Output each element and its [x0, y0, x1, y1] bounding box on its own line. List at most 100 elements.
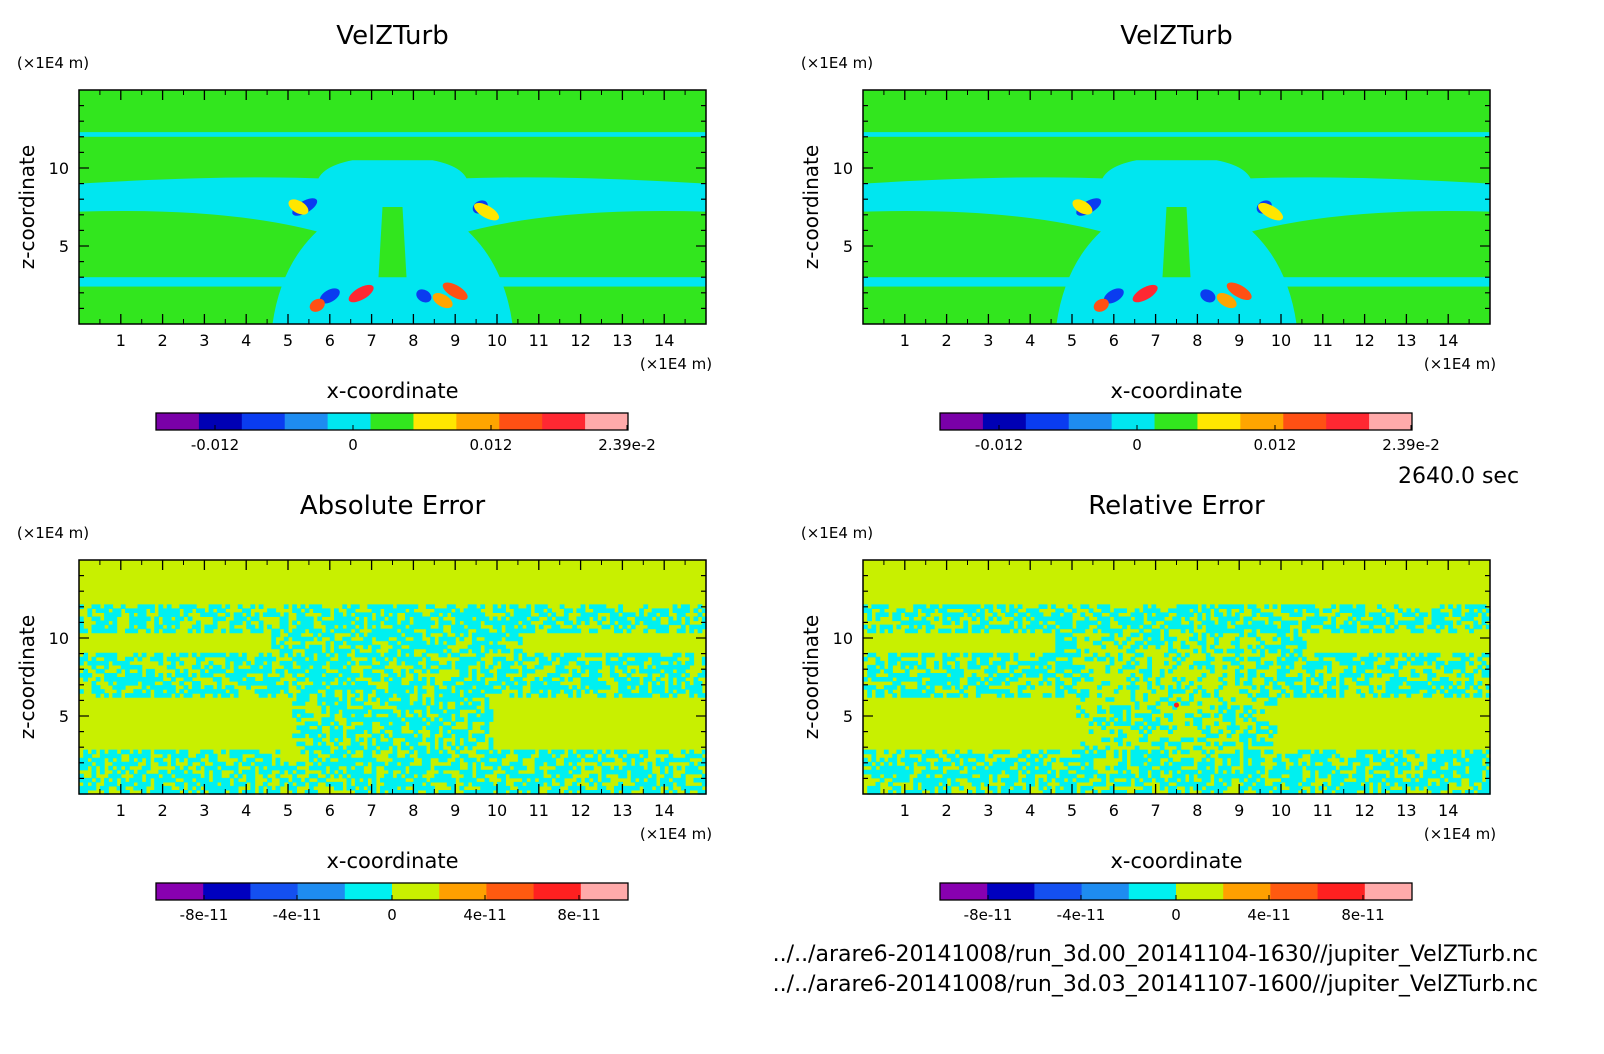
x-tick-label: 6	[325, 331, 335, 350]
y-tick-label: 10	[833, 159, 853, 178]
x-unit-label: (×1E4 m)	[1424, 825, 1496, 843]
field-plot	[862, 89, 1491, 325]
x-unit-label: (×1E4 m)	[1424, 355, 1496, 373]
x-tick-label: 3	[199, 801, 209, 820]
error-speckle	[863, 604, 1491, 795]
colorbar-tick-label: 0.012	[470, 436, 513, 454]
colorbar-swatch	[156, 883, 204, 900]
x-tick-label: 3	[983, 331, 993, 350]
colorbar-swatch	[344, 883, 393, 900]
colorbar-swatch	[585, 413, 629, 430]
x-tick-label: 4	[241, 801, 251, 820]
vortex-blob	[442, 282, 468, 300]
vortex-blob	[1200, 289, 1216, 303]
colorbar-swatch	[327, 413, 372, 430]
y-tick-label: 10	[49, 629, 69, 648]
x-tick-label: 4	[241, 331, 251, 350]
x-tick-label: 7	[367, 801, 377, 820]
colorbar-swatch	[1034, 883, 1083, 900]
x-unit-label: (×1E4 m)	[640, 355, 712, 373]
colorbar-swatch	[1128, 883, 1177, 900]
x-tick-label: 13	[612, 801, 632, 820]
y-axis-label: z-coordinate	[799, 615, 823, 739]
colorbar-tick-label: -0.012	[191, 436, 239, 454]
x-tick-label: 3	[983, 801, 993, 820]
colorbar-tick-label: 8e-11	[1341, 906, 1384, 924]
colorbar-frame	[939, 412, 1413, 431]
x-tick-label: 14	[1438, 801, 1458, 820]
colorbar-swatch	[1283, 413, 1327, 430]
colorbar-swatch	[284, 413, 329, 430]
x-axis-label: x-coordinate	[326, 849, 458, 873]
colorbar-swatch	[1326, 413, 1370, 430]
colorbar-swatch	[542, 413, 586, 430]
x-tick-label: 9	[1234, 801, 1244, 820]
x-tick-label: 6	[1109, 801, 1119, 820]
colorbar-swatch	[1111, 413, 1156, 430]
x-tick-label: 4	[1025, 801, 1035, 820]
x-tick-label: 11	[1313, 331, 1333, 350]
x-tick-label: 1	[900, 801, 910, 820]
y-unit-label: (×1E4 m)	[801, 54, 873, 72]
error-hotspot	[1174, 702, 1179, 708]
x-tick-label: 13	[1396, 331, 1416, 350]
x-tick-label: 2	[942, 801, 952, 820]
colorbar: -8e-11 -4e-11 0 4e-11 8e-11	[155, 882, 629, 924]
vortex-blob	[1258, 202, 1284, 221]
x-tick-label: 5	[283, 801, 293, 820]
colorbar-swatch	[1369, 413, 1413, 430]
colorbar-swatch	[1270, 883, 1319, 900]
y-tick-label: 5	[59, 707, 69, 726]
x-tick-label: 7	[367, 331, 377, 350]
vortex-blob	[1093, 298, 1109, 312]
colorbar-swatch	[580, 883, 629, 900]
colorbar-tick-label: 2.39e-2	[1382, 436, 1440, 454]
colorbar-tick-label: -8e-11	[180, 906, 229, 924]
x-tick-label: 2	[158, 801, 168, 820]
x-tick-label: 6	[1109, 331, 1119, 350]
colorbar-swatch	[533, 883, 582, 900]
y-tick-label: 5	[59, 237, 69, 256]
x-tick-label: 9	[1234, 331, 1244, 350]
vortex-blob	[348, 284, 374, 303]
x-tick-label: 4	[1025, 331, 1035, 350]
x-tick-label: 10	[487, 801, 507, 820]
x-tick-label: 13	[1396, 801, 1416, 820]
x-tick-label: 12	[1354, 331, 1374, 350]
y-tick-label: 5	[843, 707, 853, 726]
plume-stem	[1162, 207, 1191, 278]
vortex-blob	[474, 202, 500, 221]
vortex-blob	[416, 289, 432, 303]
x-tick-label: 1	[900, 331, 910, 350]
x-tick-label: 8	[408, 331, 418, 350]
colorbar-tick-label: 0	[1171, 906, 1181, 924]
colorbar-swatch	[1223, 883, 1271, 900]
colorbar-tick-label: -0.012	[975, 436, 1023, 454]
vortex-blob	[432, 293, 453, 309]
colorbar-tick-label: 0.012	[1254, 436, 1297, 454]
colorbar: -8e-11 -4e-11 0 4e-11 8e-11	[939, 882, 1413, 924]
colorbar-tick-label: -4e-11	[273, 906, 322, 924]
x-axis-label: x-coordinate	[1110, 849, 1242, 873]
y-unit-label: (×1E4 m)	[17, 54, 89, 72]
field-plot	[78, 559, 707, 795]
colorbar-swatch	[1081, 883, 1130, 900]
colorbar-swatch	[987, 883, 1035, 900]
footer-file-1: ../../arare6-20141008/run_3d.00_20141104…	[772, 942, 1538, 967]
chart-title: Relative Error	[1088, 491, 1265, 521]
colorbar-swatch	[439, 883, 487, 900]
chart-title: VelZTurb	[336, 21, 448, 51]
upper-band	[863, 132, 1490, 137]
y-unit-label: (×1E4 m)	[801, 524, 873, 542]
x-tick-label: 2	[942, 331, 952, 350]
x-tick-label: 12	[570, 801, 590, 820]
x-tick-label: 5	[283, 331, 293, 350]
colorbar-tick-label: 0	[348, 436, 358, 454]
colorbar-swatch	[982, 413, 1027, 430]
